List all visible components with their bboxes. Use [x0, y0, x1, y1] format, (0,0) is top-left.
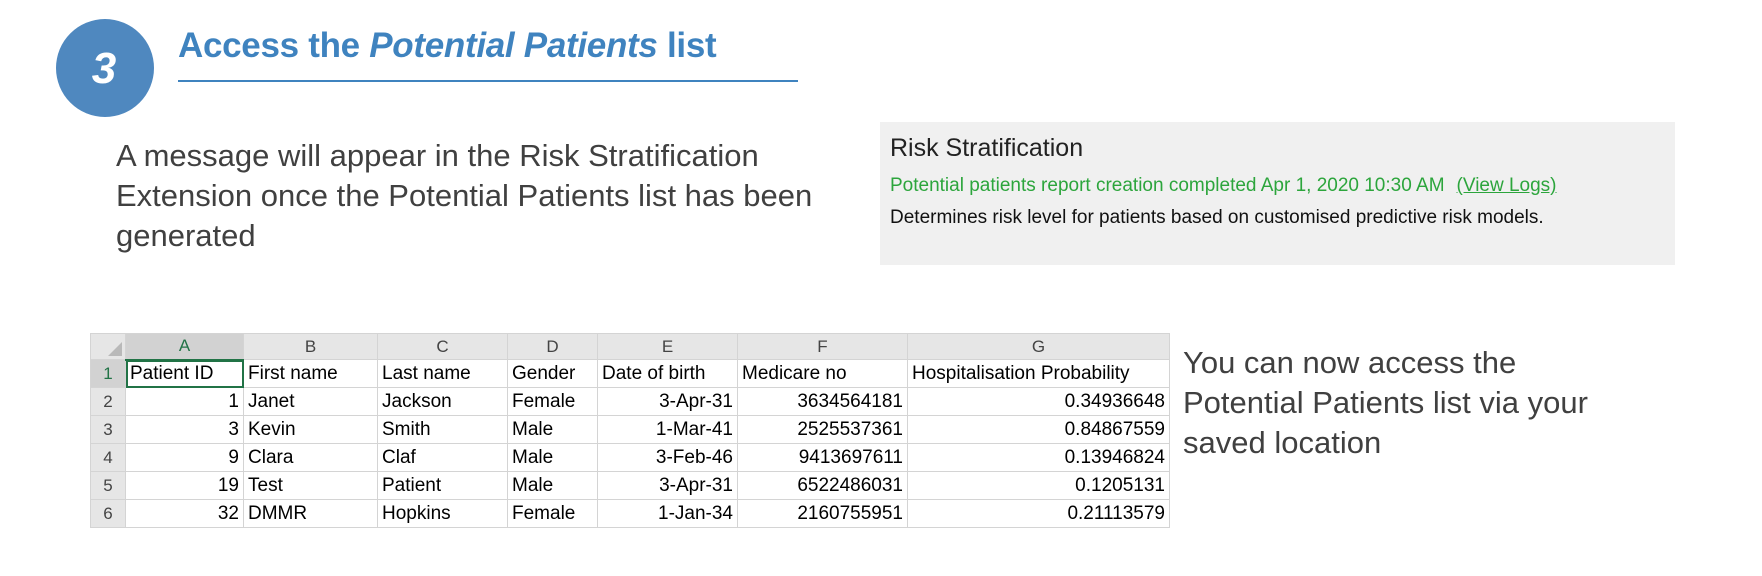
cell-last-name[interactable]: Jackson: [377, 387, 508, 416]
cell-gender[interactable]: Male: [507, 415, 598, 444]
cell-gender[interactable]: Male: [507, 443, 598, 472]
cell-gender[interactable]: Female: [507, 499, 598, 528]
column-header-e[interactable]: E: [597, 333, 738, 360]
column-header-a[interactable]: A: [125, 333, 244, 361]
header-cell-gender[interactable]: Gender: [507, 359, 598, 388]
access-instructions-text: You can now access the Potential Patient…: [1183, 345, 1588, 460]
table-row: 6 32 DMMR Hopkins Female 1-Jan-34 216075…: [90, 499, 1170, 528]
cell-patient-id[interactable]: 1: [125, 387, 244, 416]
cell-last-name[interactable]: Patient: [377, 471, 508, 500]
row-header[interactable]: 4: [90, 443, 126, 472]
heading-prefix: Access the: [178, 26, 370, 65]
cell-first-name[interactable]: Kevin: [243, 415, 378, 444]
cell-first-name[interactable]: DMMR: [243, 499, 378, 528]
cell-patient-id[interactable]: 9: [125, 443, 244, 472]
heading-underline: [178, 80, 798, 82]
table-row: 5 19 Test Patient Male 3-Apr-31 65224860…: [90, 471, 1170, 500]
report-status-message: Potential patients report creation compl…: [890, 175, 1665, 197]
cell-medicare-no[interactable]: 9413697611: [737, 443, 908, 472]
cell-hospitalisation-probability[interactable]: 0.34936648: [907, 387, 1170, 416]
table-row: 2 1 Janet Jackson Female 3-Apr-31 363456…: [90, 387, 1170, 416]
cell-first-name[interactable]: Clara: [243, 443, 378, 472]
cell-hospitalisation-probability[interactable]: 0.84867559: [907, 415, 1170, 444]
header-cell-date-of-birth[interactable]: Date of birth: [597, 359, 738, 388]
table-header-row: 1 Patient ID First name Last name Gender…: [90, 359, 1170, 388]
table-row: 3 3 Kevin Smith Male 1-Mar-41 2525537361…: [90, 415, 1170, 444]
cell-date-of-birth[interactable]: 3-Apr-31: [597, 387, 738, 416]
header-cell-medicare-no[interactable]: Medicare no: [737, 359, 908, 388]
cell-last-name[interactable]: Hopkins: [377, 499, 508, 528]
header-cell-first-name[interactable]: First name: [243, 359, 378, 388]
risk-stratification-panel: Risk Stratification Potential patients r…: [880, 122, 1675, 265]
cell-first-name[interactable]: Janet: [243, 387, 378, 416]
heading-emphasis: Potential Patients: [369, 26, 658, 65]
cell-patient-id[interactable]: 3: [125, 415, 244, 444]
cell-date-of-birth[interactable]: 1-Jan-34: [597, 499, 738, 528]
cell-medicare-no[interactable]: 6522486031: [737, 471, 908, 500]
cell-medicare-no[interactable]: 2525537361: [737, 415, 908, 444]
column-header-g[interactable]: G: [907, 333, 1170, 360]
intro-text: A message will appear in the Risk Strati…: [116, 138, 813, 253]
cell-last-name[interactable]: Claf: [377, 443, 508, 472]
cell-medicare-no[interactable]: 2160755951: [737, 499, 908, 528]
column-header-d[interactable]: D: [507, 333, 598, 360]
cell-patient-id[interactable]: 32: [125, 499, 244, 528]
risk-panel-description: Determines risk level for patients based…: [890, 207, 1544, 228]
select-all-corner[interactable]: [90, 333, 126, 360]
table-row: 4 9 Clara Claf Male 3-Feb-46 9413697611 …: [90, 443, 1170, 472]
cell-medicare-no[interactable]: 3634564181: [737, 387, 908, 416]
potential-patients-spreadsheet: A B C D E F G 1 Patient ID First name La…: [90, 333, 1170, 528]
row-header[interactable]: 3: [90, 415, 126, 444]
cell-gender[interactable]: Female: [507, 387, 598, 416]
report-status-text: Potential patients report creation compl…: [890, 175, 1445, 196]
column-header-c[interactable]: C: [377, 333, 508, 360]
step-heading: Access the Potential Patients list: [178, 26, 717, 66]
cell-date-of-birth[interactable]: 3-Feb-46: [597, 443, 738, 472]
row-header[interactable]: 5: [90, 471, 126, 500]
cell-first-name[interactable]: Test: [243, 471, 378, 500]
cell-last-name[interactable]: Smith: [377, 415, 508, 444]
risk-panel-title: Risk Stratification: [890, 134, 1084, 162]
header-cell-hospitalisation-probability[interactable]: Hospitalisation Probability: [907, 359, 1170, 388]
step-number: 3: [91, 44, 117, 93]
heading-suffix: list: [657, 26, 717, 65]
column-header-b[interactable]: B: [243, 333, 378, 360]
step-number-badge: 3: [56, 19, 154, 117]
cell-gender[interactable]: Male: [507, 471, 598, 500]
row-header[interactable]: 2: [90, 387, 126, 416]
row-header[interactable]: 1: [90, 359, 126, 388]
column-header-f[interactable]: F: [737, 333, 908, 360]
cell-date-of-birth[interactable]: 1-Mar-41: [597, 415, 738, 444]
row-header[interactable]: 6: [90, 499, 126, 528]
cell-patient-id[interactable]: 19: [125, 471, 244, 500]
column-header-row: A B C D E F G: [90, 333, 1170, 361]
cell-hospitalisation-probability[interactable]: 0.1205131: [907, 471, 1170, 500]
view-logs-link[interactable]: (View Logs): [1456, 175, 1557, 196]
cell-hospitalisation-probability[interactable]: 0.21113579: [907, 499, 1170, 528]
cell-date-of-birth[interactable]: 3-Apr-31: [597, 471, 738, 500]
header-cell-last-name[interactable]: Last name: [377, 359, 508, 388]
cell-hospitalisation-probability[interactable]: 0.13946824: [907, 443, 1170, 472]
header-cell-patient-id[interactable]: Patient ID: [125, 359, 244, 388]
